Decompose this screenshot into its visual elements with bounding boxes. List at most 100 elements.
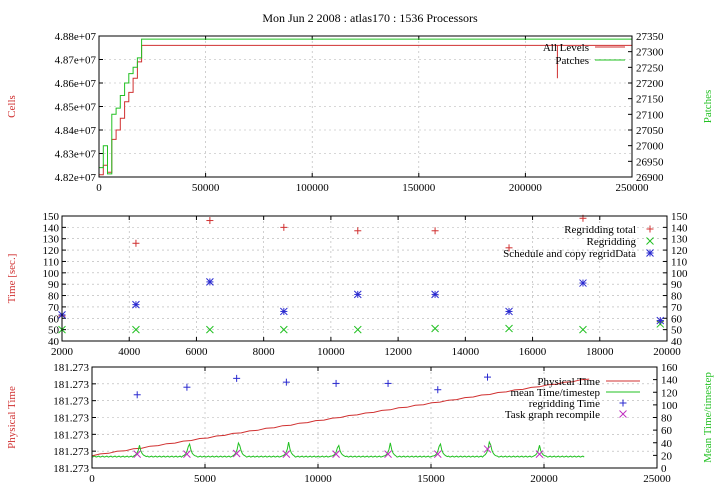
recompile-point xyxy=(183,450,191,458)
y-tick-label: 181.273 xyxy=(53,429,89,441)
recompile-point xyxy=(483,445,492,453)
legend-marker-1 xyxy=(646,237,654,245)
series-2-point-d2 xyxy=(656,316,665,325)
legend-label-0: Physical Time xyxy=(537,376,600,388)
mean-time-line xyxy=(91,440,585,458)
recompile-point xyxy=(384,450,392,458)
x-tick-label: 0 xyxy=(96,182,102,194)
series-0-point xyxy=(206,217,214,225)
series-1-point xyxy=(279,325,288,334)
y-tick-label: 70 xyxy=(48,302,60,314)
y-axis-label: Physical Time xyxy=(6,386,18,449)
series-2-point-d2 xyxy=(132,300,140,309)
series-0-point xyxy=(505,244,513,252)
recompile-point-d2 xyxy=(282,450,291,458)
y-tick-label: 50 xyxy=(48,325,60,337)
series-0-point xyxy=(132,239,140,247)
recompile-point-d2 xyxy=(483,445,492,453)
series-0-point xyxy=(431,227,439,235)
y2-tick-label: 120 xyxy=(661,387,678,399)
series-0-point xyxy=(280,223,288,231)
y2-tick-label: 27000 xyxy=(636,141,664,153)
y2-tick-label: 50 xyxy=(671,325,683,337)
series-2-point xyxy=(353,290,362,299)
y-tick-label: 181.273 xyxy=(53,362,89,374)
y2-tick-label: 90 xyxy=(671,279,683,291)
y2-tick-label: 40 xyxy=(671,336,683,348)
series-2-point-d2 xyxy=(206,278,214,286)
x-tick-label: 10000 xyxy=(304,473,332,485)
recompile-point xyxy=(282,450,291,458)
series-1-point-d2 xyxy=(279,325,288,334)
x-tick-label: 18000 xyxy=(586,346,614,358)
chart-physical-time: 0 5000 10000 15000 20000 25000 181.273 181.273 1… xyxy=(6,362,714,485)
x-tick-label: 20000 xyxy=(653,346,681,358)
y2-tick-label: 100 xyxy=(661,400,678,412)
recompile-point-d2 xyxy=(332,450,340,458)
y2-axis-label: Mean Time/timestep xyxy=(702,372,714,463)
y-tick-label: 130 xyxy=(43,234,60,246)
recompile-point xyxy=(433,450,442,458)
chart-cells-patches: 0 50000 100000 150000 200000 250000 4.82e+07 4.… xyxy=(6,31,714,194)
x-tick-label: 25000 xyxy=(643,473,671,485)
series-2-point xyxy=(505,307,513,316)
y-tick-label: 181.273 xyxy=(53,463,89,475)
legend-marker-3 xyxy=(619,410,627,418)
x-tick-label: 8000 xyxy=(253,346,276,358)
series-1-point xyxy=(505,324,513,333)
recompile-point-d2 xyxy=(384,450,392,458)
y2-tick-label: 26900 xyxy=(636,172,664,184)
y-tick-label: 110 xyxy=(43,256,60,268)
legend-marker-0 xyxy=(646,225,654,233)
plot-frame xyxy=(98,35,633,178)
legend-label-2: Schedule and copy regridData xyxy=(503,248,636,260)
series-2-point xyxy=(579,279,587,287)
y-tick-label: 181.273 xyxy=(53,396,89,408)
regridding-point xyxy=(484,373,491,381)
plot-frame xyxy=(61,215,668,342)
y2-tick-label: 27100 xyxy=(636,109,664,121)
regridding-point xyxy=(384,379,392,387)
series-2-point xyxy=(206,278,214,286)
legend-marker-3-d2 xyxy=(619,410,627,418)
x-tick-label: 0 xyxy=(89,473,95,485)
series-2-point-d2 xyxy=(579,279,587,287)
y2-tick-label: 27300 xyxy=(636,47,664,59)
y2-tick-label: 130 xyxy=(671,234,688,246)
series-2-point xyxy=(279,307,288,316)
series-1-point-d2 xyxy=(206,325,214,334)
series-1-point-d2 xyxy=(431,324,439,333)
recompile-point xyxy=(535,450,544,458)
series-1-point-d2 xyxy=(505,324,513,333)
physical-time-line xyxy=(91,378,590,457)
legend-marker-1-d2 xyxy=(646,237,654,245)
y2-tick-label: 150 xyxy=(671,211,688,223)
series-2-point-d2 xyxy=(353,290,362,299)
y-tick-label: 40 xyxy=(48,336,60,348)
y2-tick-label: 26950 xyxy=(636,156,664,168)
y-tick-label: 4.88e+07 xyxy=(55,31,97,43)
series-1-point-d2 xyxy=(579,325,587,334)
x-tick-label: 5000 xyxy=(194,473,217,485)
series-2-point-d2 xyxy=(279,307,288,316)
y-tick-label: 90 xyxy=(48,279,60,291)
recompile-point-d2 xyxy=(183,450,191,458)
y2-tick-label: 140 xyxy=(661,375,678,387)
series-1-point xyxy=(206,325,214,334)
y2-tick-label: 140 xyxy=(671,222,688,234)
regridding-point xyxy=(282,378,290,386)
series-0-point xyxy=(354,227,362,235)
y2-tick-label: 120 xyxy=(671,245,688,257)
y2-tick-label: 60 xyxy=(661,425,673,437)
chart-title: Mon Jun 2 2008 : atlas170 : 1536 Process… xyxy=(262,11,478,25)
y2-tick-label: 80 xyxy=(661,413,673,425)
series-2-point xyxy=(132,300,140,309)
series-1-line xyxy=(99,38,632,175)
y2-tick-label: 70 xyxy=(671,302,683,314)
x-tick-label: 2000 xyxy=(51,346,74,358)
x-tick-label: 15000 xyxy=(417,473,445,485)
y2-tick-label: 40 xyxy=(661,438,673,450)
y2-tick-label: 110 xyxy=(671,256,688,268)
y2-tick-label: 27250 xyxy=(636,62,664,74)
y2-tick-label: 20 xyxy=(661,450,673,462)
